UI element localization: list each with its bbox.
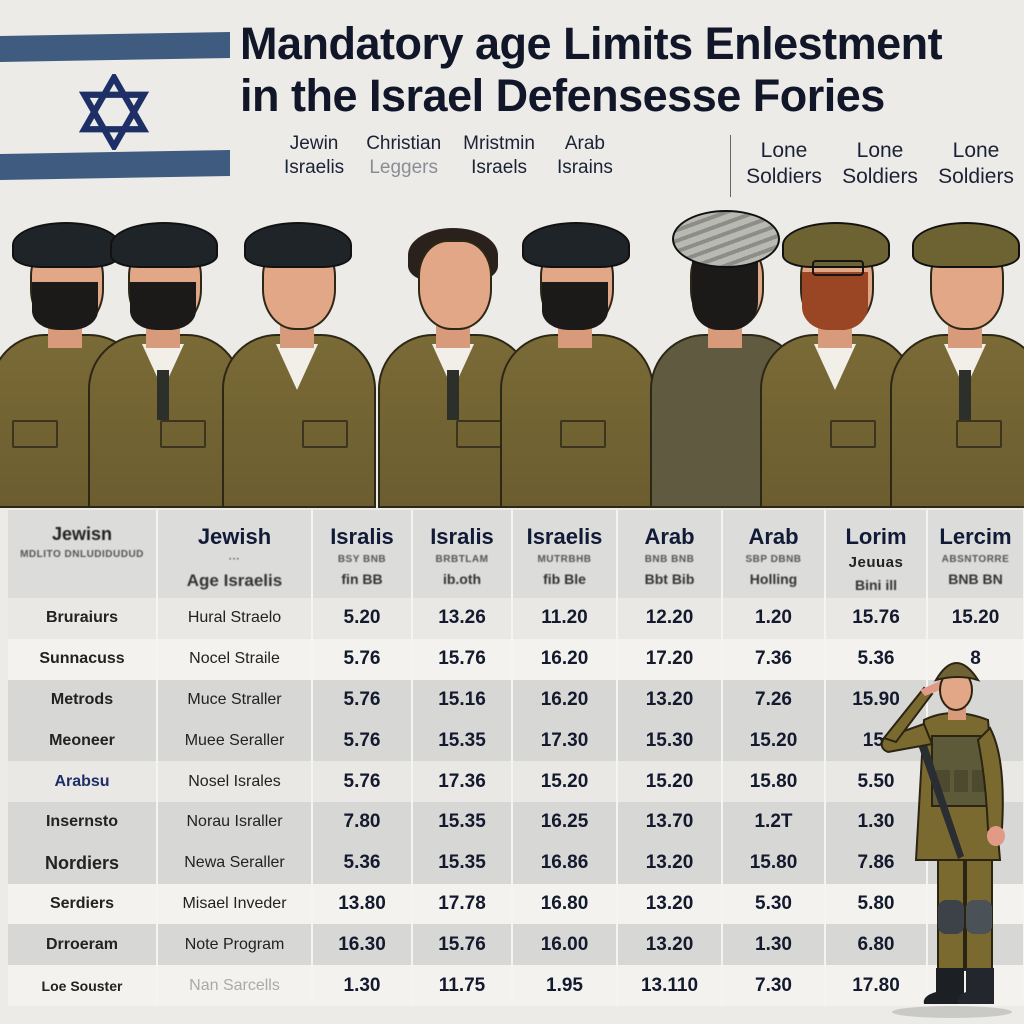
table-row: Metrods Muce Straller 5.76 15.16 16.20 1… [8, 679, 1024, 721]
table-row: Serdiers Misael Inveder 13.80 17.78 16.8… [8, 883, 1024, 925]
soldier-figure [500, 208, 654, 508]
group-labels: Jewin Israelis Christian Leggers Mristmi… [284, 132, 613, 180]
group-label: Christian Leggers [366, 133, 442, 178]
lone-soldier-label: Lone Soldiers [746, 139, 822, 188]
table-row: Arabsu Nosel Israles 5.76 17.36 15.20 15… [8, 761, 1024, 802]
group-label: Mristmin Israels [463, 133, 535, 178]
soldiers-illustration [0, 200, 1024, 508]
table-header-row: Jewisn MDLITO DNLUDIDUDUD Jewish ··· Age… [8, 510, 1024, 598]
table-row: Meoneer Muee Seraller 5.76 15.35 17.30 1… [8, 720, 1024, 762]
soldier-figure [760, 208, 914, 508]
table-row: Nordiers Newa Seraller 5.36 15.35 16.86 … [8, 842, 1024, 884]
table-row: Drroeram Note Program 16.30 15.76 16.00 … [8, 924, 1024, 966]
star-of-david-icon [78, 74, 150, 150]
column-header: Lorim Jeuuas Bini ill [825, 510, 928, 598]
column-header: Arab SBP DBNB Holling [722, 510, 826, 598]
saluting-soldier-illustration [880, 662, 1012, 1018]
lone-soldier-labels: Lone Soldiers Lone Soldiers Lone Soldier… [740, 138, 1020, 190]
column-header: Isralis BSY BNB fin BB [312, 510, 413, 598]
table-row: Loe Souster Nan Sarcells 1.30 11.75 1.95… [8, 965, 1024, 1006]
flag-bottom-stripe [0, 149, 230, 181]
column-header: Israelis MUTRBHB fib Ble [512, 510, 618, 598]
lone-soldier-label: Lone Soldiers [842, 139, 918, 188]
title-line-1: Mandatory age Limits Enlestment [240, 18, 943, 69]
lone-soldier-label: Lone Soldiers [938, 139, 1014, 188]
header-divider [730, 135, 731, 197]
group-label: Jewin Israelis [284, 133, 345, 178]
israel-flag [0, 0, 230, 200]
column-header: Lercim ABSNTORRE BNB BN [927, 510, 1024, 598]
page-title: Mandatory age Limits Enlestment in the I… [240, 18, 1020, 122]
title-line-2: in the Israel Defensesse Fories [240, 70, 885, 121]
column-header: Jewish ··· Age Israelis [157, 510, 313, 598]
group-label: Arab Israins [556, 133, 613, 178]
table-row: Insernsto Norau Israller 7.80 15.35 16.2… [8, 801, 1024, 843]
age-limits-table: Jewisn MDLITO DNLUDIDUDUD Jewish ··· Age… [8, 510, 1024, 1006]
table-row: Sunnacuss Nocel Straile 5.76 15.76 16.20… [8, 638, 1024, 680]
table-row: Bruraiurs Hural Straelo 5.20 13.26 11.20… [8, 598, 1024, 639]
soldier-figure [890, 218, 1024, 508]
flag-top-stripe [0, 31, 230, 63]
column-header: Arab BNB BNB Bbt Bib [617, 510, 723, 598]
column-header: Jewisn MDLITO DNLUDIDUDUD [8, 510, 158, 598]
soldier-figure [88, 208, 242, 508]
column-header: Isralis BRBTLAM ib.oth [412, 510, 513, 598]
soldier-figure [222, 208, 376, 508]
